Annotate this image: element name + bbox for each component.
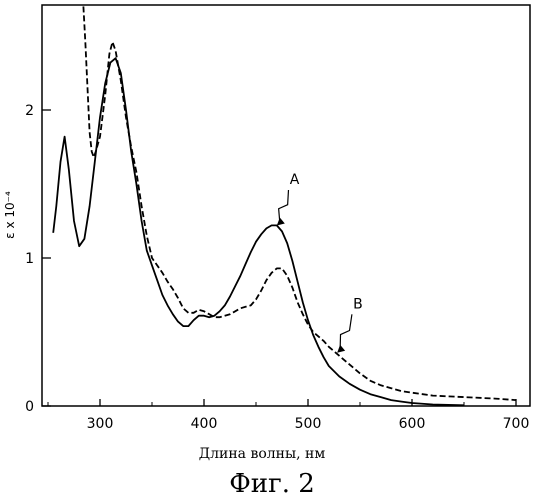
- annotation-label: A: [290, 172, 300, 188]
- series-b-line: [83, 6, 516, 400]
- y-tick-label: 2: [25, 103, 34, 119]
- annotation-arrow: [279, 190, 289, 222]
- x-tick-label: 400: [191, 416, 218, 432]
- annotation-arrowhead: [277, 217, 285, 225]
- annotation-arrow: [340, 314, 352, 349]
- annotation-arrowhead: [337, 345, 345, 353]
- x-tick-label: 500: [295, 416, 322, 432]
- y-axis-label: ε x 10⁻⁴: [3, 191, 17, 239]
- x-tick-label: 700: [503, 416, 530, 432]
- series-a-line: [53, 58, 464, 405]
- x-tick-label: 600: [399, 416, 426, 432]
- chart-annotations: AB: [277, 172, 363, 353]
- y-tick-label: 1: [25, 251, 34, 267]
- y-tick-label: 0: [25, 399, 34, 415]
- x-tick-label: 300: [87, 416, 114, 432]
- annotation-label: B: [353, 296, 363, 312]
- figure-caption: Фиг. 2: [229, 469, 315, 499]
- x-axis-label: Длина волны, нм: [199, 446, 326, 462]
